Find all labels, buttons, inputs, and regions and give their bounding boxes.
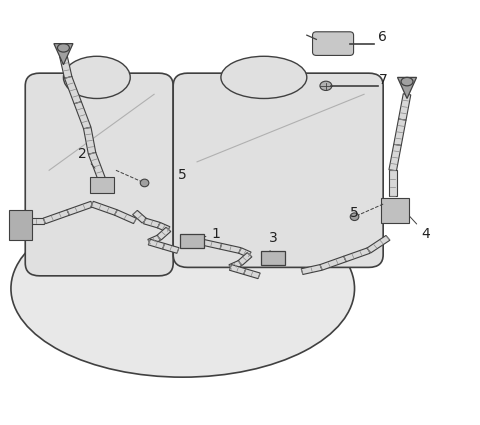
Ellipse shape	[350, 213, 359, 221]
Polygon shape	[229, 265, 246, 275]
Ellipse shape	[320, 81, 332, 91]
FancyBboxPatch shape	[381, 198, 409, 223]
Polygon shape	[88, 152, 105, 180]
Polygon shape	[344, 248, 370, 262]
Polygon shape	[389, 144, 401, 171]
Polygon shape	[389, 170, 396, 196]
Polygon shape	[132, 210, 147, 223]
Polygon shape	[60, 56, 72, 78]
Text: 5: 5	[350, 206, 359, 220]
Polygon shape	[156, 227, 171, 240]
Text: 1: 1	[195, 227, 220, 241]
Polygon shape	[74, 102, 91, 129]
Polygon shape	[54, 44, 73, 65]
FancyBboxPatch shape	[180, 234, 204, 248]
Polygon shape	[114, 210, 136, 224]
FancyBboxPatch shape	[173, 73, 383, 267]
Polygon shape	[220, 244, 241, 253]
Polygon shape	[43, 210, 70, 224]
Polygon shape	[229, 261, 241, 270]
Text: 5: 5	[178, 168, 187, 182]
Polygon shape	[398, 94, 411, 120]
FancyBboxPatch shape	[312, 32, 354, 55]
Polygon shape	[239, 248, 251, 258]
Polygon shape	[163, 244, 179, 253]
Polygon shape	[320, 256, 346, 270]
Polygon shape	[148, 235, 160, 245]
Ellipse shape	[11, 200, 355, 377]
Polygon shape	[394, 119, 406, 145]
Polygon shape	[157, 223, 170, 232]
Polygon shape	[148, 239, 165, 249]
Polygon shape	[21, 218, 44, 224]
Ellipse shape	[140, 179, 149, 187]
Text: 4: 4	[404, 210, 430, 241]
Polygon shape	[65, 76, 82, 104]
Text: 6: 6	[378, 31, 387, 45]
Text: 7: 7	[378, 73, 387, 87]
Text: 3: 3	[269, 231, 277, 254]
Polygon shape	[84, 128, 96, 154]
Polygon shape	[67, 201, 93, 215]
Polygon shape	[301, 264, 322, 275]
FancyBboxPatch shape	[9, 210, 33, 240]
Polygon shape	[144, 218, 160, 228]
FancyBboxPatch shape	[90, 177, 114, 193]
Polygon shape	[367, 235, 390, 253]
Ellipse shape	[63, 56, 130, 99]
Text: 2: 2	[78, 147, 95, 168]
Polygon shape	[238, 252, 252, 265]
Polygon shape	[91, 201, 117, 215]
FancyBboxPatch shape	[262, 250, 285, 265]
Polygon shape	[244, 269, 260, 279]
Polygon shape	[201, 239, 222, 249]
Polygon shape	[397, 77, 417, 99]
FancyBboxPatch shape	[25, 73, 173, 276]
Ellipse shape	[221, 56, 307, 99]
